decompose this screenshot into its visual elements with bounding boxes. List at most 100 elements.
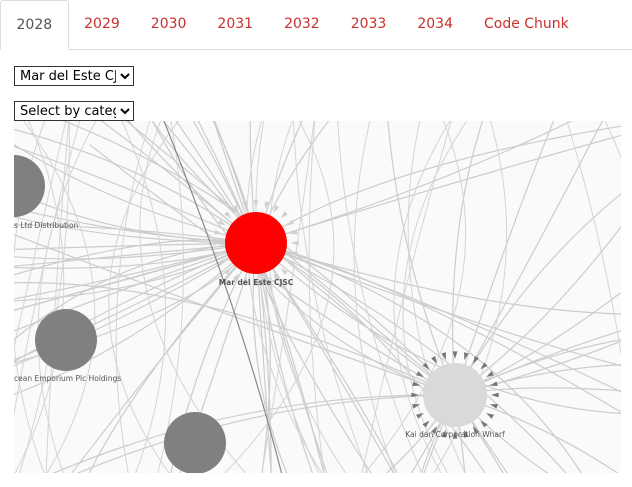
edge xyxy=(121,121,167,473)
arrowhead xyxy=(411,392,419,398)
edge xyxy=(454,121,555,396)
arrowhead xyxy=(289,251,298,257)
tab[interactable]: 2032 xyxy=(284,16,320,32)
edge xyxy=(45,121,70,473)
edge xyxy=(14,242,257,361)
tab[interactable]: 2029 xyxy=(84,16,120,32)
edge xyxy=(14,242,257,260)
edge xyxy=(19,121,70,473)
node xyxy=(423,363,487,427)
edge xyxy=(14,207,257,244)
edge xyxy=(252,242,288,473)
edge xyxy=(255,242,621,367)
edge xyxy=(454,291,621,396)
edge xyxy=(293,121,369,473)
edge xyxy=(23,121,96,473)
arrowhead xyxy=(473,426,479,434)
edge xyxy=(363,121,467,473)
arrowhead xyxy=(291,240,299,246)
edge xyxy=(197,121,257,244)
edge xyxy=(14,242,257,300)
edge xyxy=(255,121,573,244)
arrowhead xyxy=(431,426,437,434)
edge xyxy=(14,128,257,244)
node xyxy=(164,412,226,473)
edge xyxy=(387,121,456,396)
arrowhead xyxy=(422,420,430,428)
node-label: Mar del Este CJSC xyxy=(219,278,294,287)
arrowhead xyxy=(422,362,430,370)
edge xyxy=(385,394,456,473)
arrowhead xyxy=(486,413,494,419)
edge xyxy=(223,121,335,473)
edge xyxy=(213,121,257,244)
arrowhead xyxy=(486,371,494,377)
edge xyxy=(37,121,97,473)
edge xyxy=(71,242,257,473)
arrowhead xyxy=(264,201,270,210)
edge xyxy=(14,242,257,341)
edge xyxy=(255,121,303,244)
arrowhead xyxy=(242,201,248,210)
tab[interactable]: 2028 xyxy=(0,0,69,50)
edge xyxy=(179,242,257,473)
node-label: cean Emporium Plc Holdings xyxy=(14,374,121,383)
node xyxy=(14,155,45,217)
arrowhead xyxy=(441,352,446,361)
arrowhead xyxy=(491,392,499,398)
arrowhead xyxy=(217,260,226,267)
arrowhead xyxy=(242,276,248,285)
tab[interactable]: 2031 xyxy=(217,16,254,32)
edge xyxy=(115,121,151,473)
edge xyxy=(52,394,456,473)
edge xyxy=(175,121,257,244)
edge xyxy=(353,121,396,473)
edge xyxy=(108,121,180,473)
edge xyxy=(454,394,549,473)
edge xyxy=(454,339,621,396)
tab[interactable]: 2030 xyxy=(150,16,187,32)
edge xyxy=(255,242,272,473)
tab[interactable]: 2033 xyxy=(350,16,387,32)
edge xyxy=(255,242,328,473)
edge xyxy=(162,121,257,244)
arrowhead xyxy=(489,404,498,409)
edge xyxy=(433,121,508,473)
edge xyxy=(261,121,315,473)
edge xyxy=(452,121,484,396)
edge xyxy=(163,121,283,473)
arrowhead xyxy=(232,204,239,213)
category-select[interactable]: Select by category xyxy=(14,101,134,121)
tab[interactable]: Code Chunk xyxy=(483,16,569,32)
edge xyxy=(454,394,466,473)
arrowhead xyxy=(464,352,469,361)
edge xyxy=(213,121,257,244)
edge xyxy=(407,121,466,473)
edge xyxy=(255,242,314,473)
edge xyxy=(454,394,619,473)
arrowhead xyxy=(214,251,223,257)
edge xyxy=(255,242,395,473)
edge xyxy=(62,121,456,396)
edge xyxy=(89,144,456,396)
edge xyxy=(14,242,257,267)
company-select[interactable]: Mar del Este CJSC xyxy=(14,66,134,86)
arrowhead xyxy=(480,362,488,370)
edge xyxy=(14,145,257,244)
arrowhead xyxy=(224,211,232,219)
edge xyxy=(255,121,330,244)
edge xyxy=(76,394,456,473)
edge xyxy=(255,121,320,473)
arrowhead xyxy=(286,219,295,226)
edge xyxy=(212,121,257,244)
edge xyxy=(14,233,456,396)
arrowhead xyxy=(412,381,421,386)
node xyxy=(35,309,97,371)
arrowhead xyxy=(473,356,479,364)
edge xyxy=(14,242,257,364)
edge xyxy=(170,242,257,473)
edge xyxy=(14,242,257,311)
node-label: s Ltd Distribution xyxy=(14,221,79,230)
tab[interactable]: 2034 xyxy=(417,16,453,32)
edge xyxy=(255,242,583,473)
